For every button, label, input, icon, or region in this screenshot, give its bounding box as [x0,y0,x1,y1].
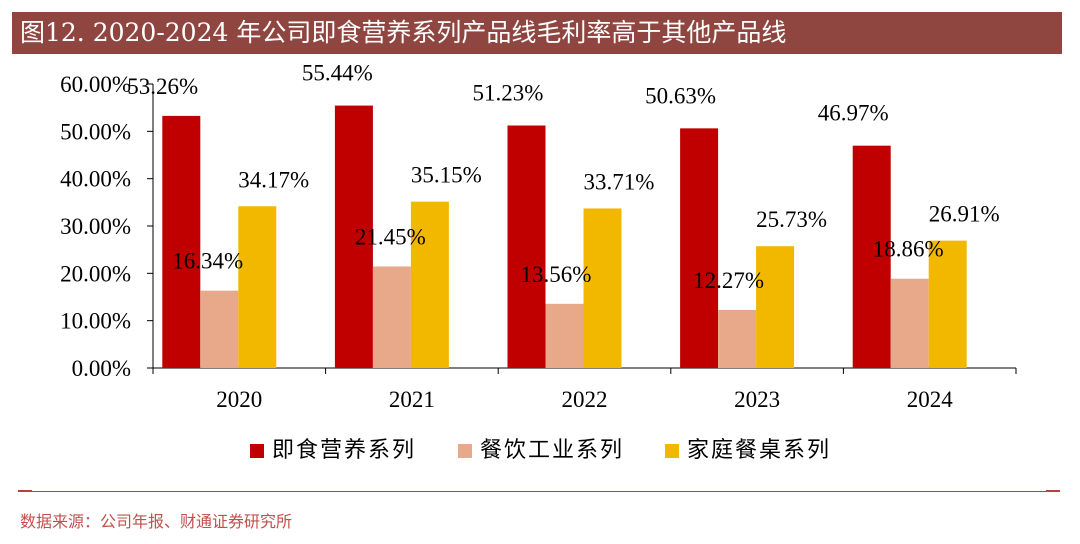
chart-axes: 0.00% 10.00% 20.00% 30.00% 40.00% 50.00% 60.00… [60,72,1017,412]
x-tick-label: 2022 [562,387,608,412]
legend-swatch [665,444,679,458]
data-label: 12.27% [693,268,764,293]
data-label: 35.15% [411,163,482,188]
data-label: 55.44% [302,61,373,86]
x-tick-label: 2024 [907,387,954,412]
bar-即食营养系列-2022 [507,125,546,369]
y-tick-label: 50.00% [60,119,131,144]
legend-swatch [250,444,264,458]
chart-title: 图12. 2020-2024 年公司即食营养系列产品线毛利率高于其他产品线 [12,12,1062,54]
data-label: 18.86% [873,237,944,262]
source-note: 数据来源：公司年报、财通证券研究所 [20,512,293,531]
bar-即食营养系列-2023 [680,128,719,368]
y-tick-label: 60.00% [60,72,131,97]
bar-chart: 0.00% 10.00% 20.00% 30.00% 40.00% 50.00% 60.00… [60,61,1017,463]
x-tick-label: 2020 [216,387,262,412]
data-label: 46.97% [818,101,889,126]
bar-餐饮工业系列-2024 [890,278,929,368]
legend-label: 即食营养系列 [272,438,416,463]
data-label: 13.56% [521,262,592,287]
footer-divider-tick-left [18,490,32,492]
footer-divider-tick-right [1046,490,1060,492]
data-label: 16.34% [172,249,243,274]
data-label: 21.45% [355,224,426,249]
chart-bars [162,105,967,369]
data-label: 33.71% [584,169,655,194]
bar-餐饮工业系列-2023 [718,309,757,368]
data-label: 26.91% [929,202,1000,227]
bar-餐饮工业系列-2022 [545,303,584,368]
data-label: 51.23% [473,81,544,106]
bar-餐饮工业系列-2020 [200,290,239,368]
y-tick-label: 20.00% [60,261,131,286]
data-label: 50.63% [645,83,716,108]
y-tick-label: 0.00% [72,356,131,381]
legend-label: 餐饮工业系列 [480,438,624,463]
x-tick-label: 2021 [389,387,435,412]
bar-餐饮工业系列-2021 [372,266,411,368]
bar-家庭餐桌系列-2020 [238,206,277,368]
data-label: 53.26% [127,74,198,99]
bar-家庭餐桌系列-2022 [583,208,622,368]
bar-即食营养系列-2024 [852,145,891,368]
y-tick-label: 40.00% [60,167,131,192]
bar-家庭餐桌系列-2023 [756,246,795,368]
bar-即食营养系列-2020 [162,115,201,368]
legend-swatch [458,444,472,458]
bar-即食营养系列-2021 [334,105,373,369]
y-tick-label: 30.00% [60,214,131,239]
data-label: 34.17% [238,167,309,192]
y-tick-label: 10.00% [60,309,131,334]
x-tick-label: 2023 [734,387,780,412]
chart-data-labels: 53.26% 55.44% 51.23% 50.63% 46.97% 16.34% 21.4… [127,61,999,293]
legend-label: 家庭餐桌系列 [687,438,831,463]
data-label: 25.73% [756,207,827,232]
chart-legend: 即食营养系列 餐饮工业系列 家庭餐桌系列 [250,438,831,463]
bar-家庭餐桌系列-2021 [410,201,449,368]
bar-家庭餐桌系列-2024 [928,240,967,368]
footer-divider [18,491,1060,492]
